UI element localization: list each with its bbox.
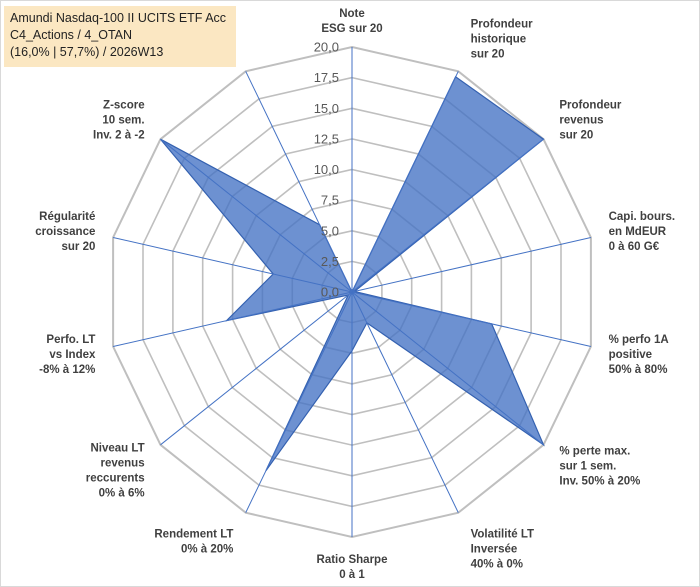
tick-label: 12,5	[314, 131, 339, 146]
tick-label: 17,5	[314, 70, 339, 85]
axis-category-label: % perte max. sur 1 sem. Inv. 50% à 20%	[559, 446, 640, 488]
axis-spoke	[351, 291, 544, 446]
axis-category-label: Ratio Sharpe 0 à 1	[317, 554, 388, 581]
chart-title-box: Amundi Nasdaq-100 II UCITS ETF Acc C4_Ac…	[4, 6, 236, 67]
tick-label: 7,5	[321, 193, 339, 208]
tick-label: 10,0	[314, 162, 339, 177]
axis-spoke	[351, 71, 459, 293]
axis-spoke	[351, 291, 459, 513]
axis-spoke	[245, 71, 353, 293]
axis-category-label: Note ESG sur 20	[321, 8, 382, 35]
axis-category-label: Niveau LT revenus reccurents 0% à 6%	[86, 443, 145, 500]
axis-category-label: % perfo 1A positive 50% à 80%	[609, 334, 669, 376]
axis-spoke	[351, 237, 592, 293]
axis-category-label: Perfo. LT vs Index -8% à 12%	[39, 334, 96, 376]
axis-spoke	[245, 291, 353, 513]
axis-spoke	[112, 291, 353, 347]
axis-category-label: Régularité croissance sur 20	[35, 211, 95, 253]
axis-category-label: Profondeur historique sur 20	[471, 18, 533, 60]
tick-label: 2,5	[321, 254, 339, 269]
tick-label: 0,0	[321, 285, 339, 300]
tick-label: 5,0	[321, 223, 339, 238]
tick-label: 15,0	[314, 101, 339, 116]
axis-spoke	[160, 291, 353, 446]
tick-label: 20,0	[314, 40, 339, 55]
axis-category-label: Rendement LT 0% à 20%	[154, 529, 233, 556]
axis-category-label: Profondeur revenus sur 20	[559, 100, 621, 142]
chart-title-line: (16,0% | 57,7%) / 2026W13	[10, 45, 164, 59]
axis-spoke	[160, 138, 353, 293]
axis-category-label: Capi. bours. en MdEUR 0 à 60 G€	[609, 211, 675, 253]
axis-category-label: Z-score 10 sem. Inv. 2 à -2	[93, 100, 145, 142]
axis-spoke	[112, 237, 353, 293]
axis-spoke	[351, 291, 592, 347]
chart-title-line: Amundi Nasdaq-100 II UCITS ETF Acc	[10, 11, 227, 25]
axis-category-label: Volatilité LT Inversée 40% à 0%	[471, 529, 534, 571]
chart-title-line: C4_Actions / 4_OTAN	[10, 28, 133, 42]
axis-spoke	[351, 138, 544, 293]
